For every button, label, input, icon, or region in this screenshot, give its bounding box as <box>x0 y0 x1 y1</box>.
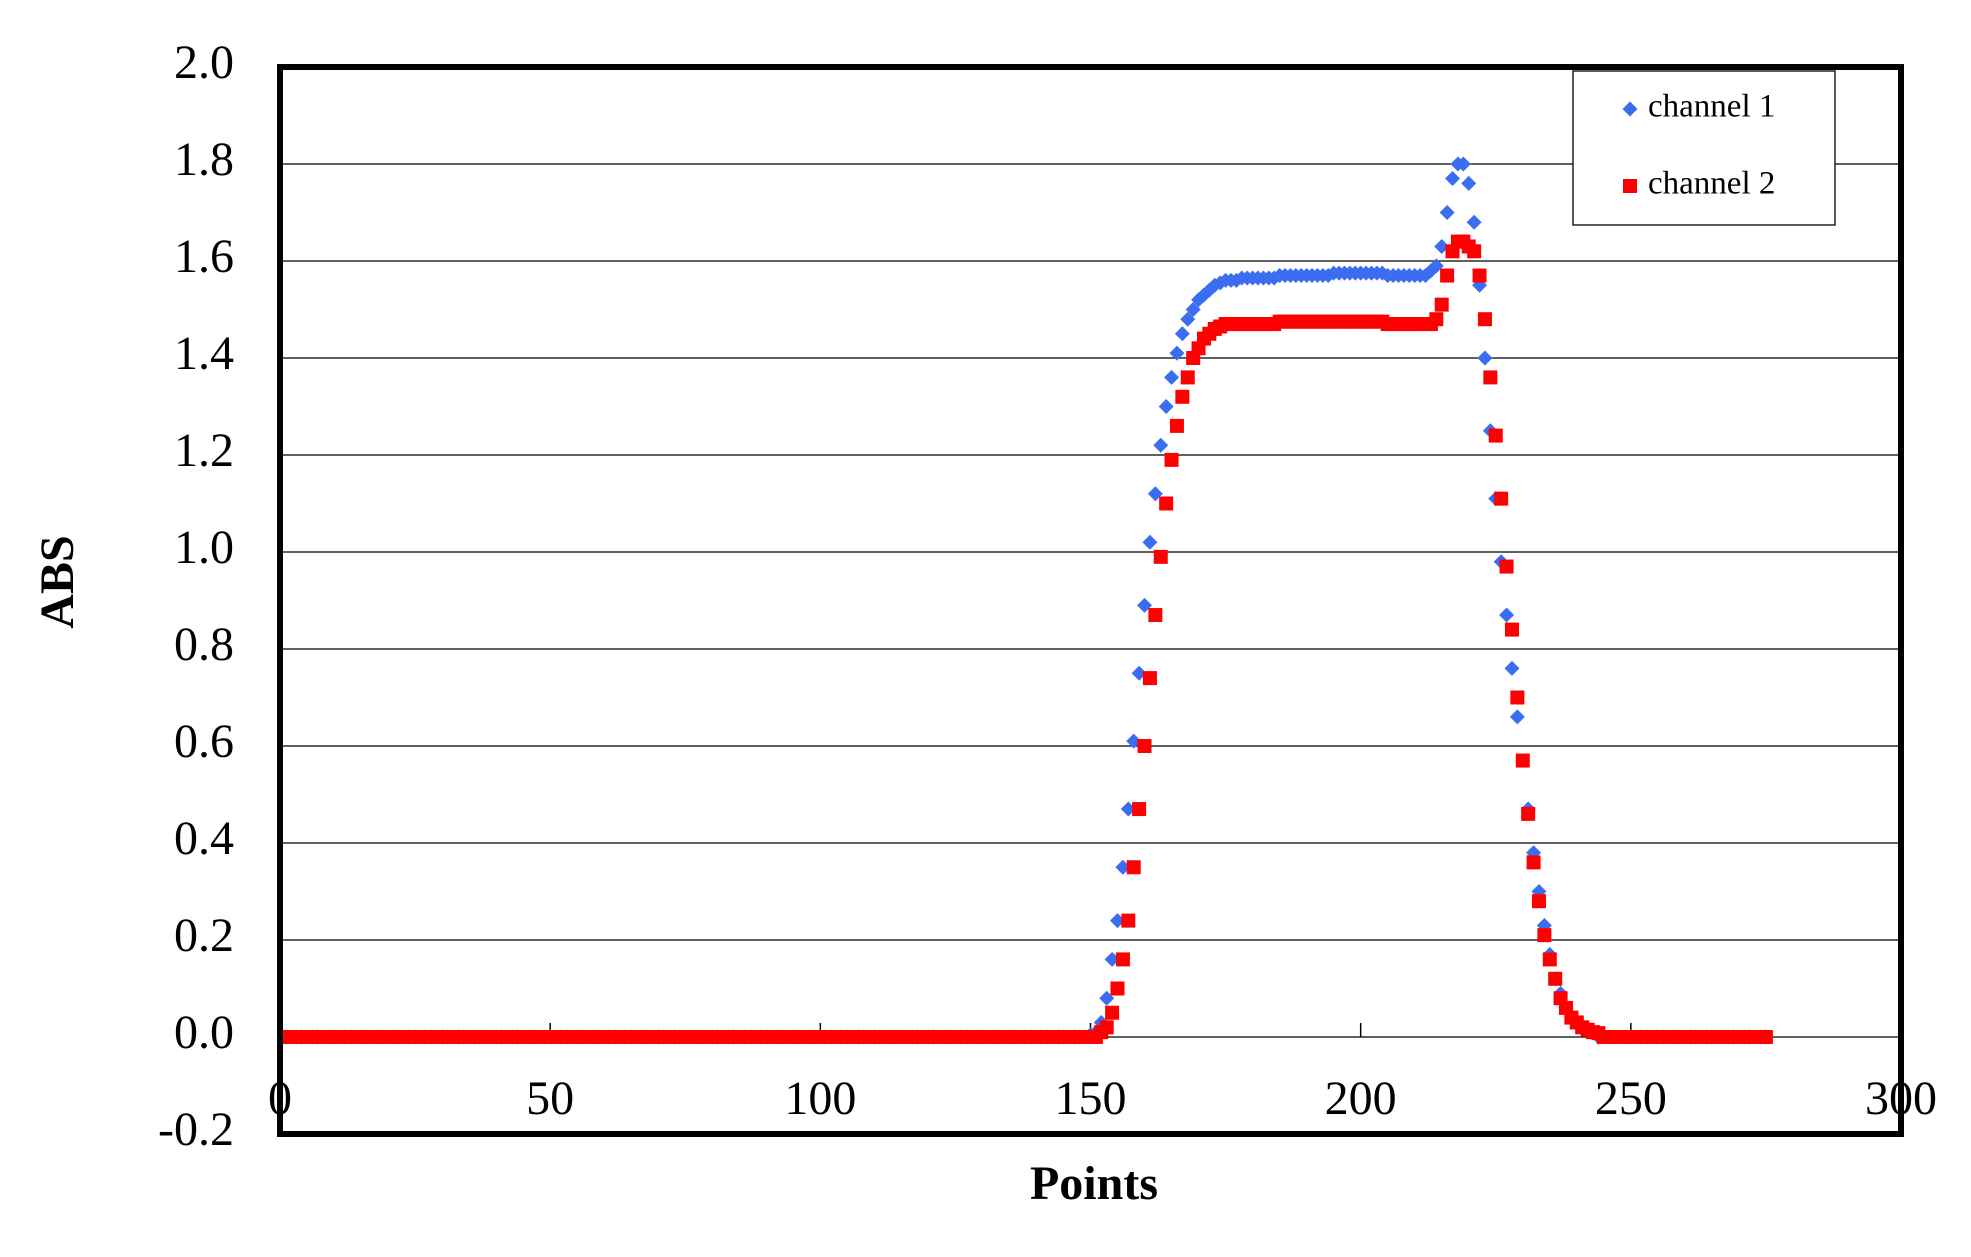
x-tick-label: 150 <box>1055 1072 1127 1125</box>
x-tick-label: 250 <box>1595 1072 1667 1125</box>
point <box>1483 370 1498 385</box>
point <box>1158 399 1174 414</box>
point <box>1515 753 1530 768</box>
legend-marker <box>1622 101 1638 117</box>
point <box>1531 894 1546 909</box>
y-tick-label: 0.2 <box>174 909 234 962</box>
point <box>1137 739 1152 753</box>
point <box>1429 312 1444 327</box>
y-tick-label: 0.6 <box>174 715 234 768</box>
point <box>1504 622 1519 637</box>
point <box>1466 214 1482 230</box>
point <box>1499 559 1514 574</box>
legend-marker <box>1623 179 1637 193</box>
point <box>1110 981 1125 996</box>
point <box>1494 491 1509 506</box>
legend-box <box>1572 70 1836 226</box>
point <box>1115 952 1130 967</box>
point <box>1509 709 1525 725</box>
point <box>1440 268 1455 283</box>
point <box>1148 608 1163 623</box>
point <box>1758 1030 1773 1044</box>
y-tick-label: 0.4 <box>174 812 234 865</box>
point <box>1467 244 1482 259</box>
point <box>1477 350 1493 366</box>
point <box>1153 437 1169 453</box>
y-tick-label: -0.2 <box>158 1103 234 1156</box>
point <box>1132 802 1147 817</box>
point <box>1137 597 1153 613</box>
y-tick-label: 1.6 <box>174 230 234 283</box>
point <box>1434 297 1449 312</box>
plot-border <box>277 64 1904 1137</box>
point <box>1169 345 1185 361</box>
point <box>1526 855 1541 870</box>
point <box>1434 238 1450 254</box>
point <box>1175 389 1190 404</box>
y-tick-label: 2.0 <box>174 36 234 89</box>
point <box>1126 860 1141 875</box>
point <box>1472 268 1487 283</box>
y-axis-label: ABS <box>31 535 84 628</box>
point <box>1461 175 1477 191</box>
point <box>1488 428 1503 443</box>
point <box>1153 549 1168 564</box>
point <box>1445 171 1461 187</box>
point <box>1542 952 1557 967</box>
point <box>1477 312 1492 327</box>
x-axis-label: Points <box>1030 1157 1158 1210</box>
y-tick-label: 1.8 <box>174 133 234 186</box>
point <box>1537 928 1552 943</box>
point <box>1099 1020 1114 1035</box>
point <box>1185 302 1201 317</box>
point <box>1428 258 1444 274</box>
point <box>1174 326 1190 342</box>
point <box>1548 971 1563 986</box>
x-tick-label: 200 <box>1325 1072 1397 1125</box>
y-tick-label: 1.4 <box>174 327 234 380</box>
point <box>1105 1005 1120 1020</box>
point <box>1131 665 1147 681</box>
point <box>1164 369 1180 385</box>
point <box>1120 801 1136 817</box>
y-tick-label: 1.2 <box>174 424 234 477</box>
point <box>1510 690 1525 705</box>
point <box>1499 607 1515 623</box>
point <box>1115 859 1131 875</box>
point <box>1110 913 1126 929</box>
point <box>1439 205 1455 220</box>
point <box>1121 913 1136 928</box>
point <box>1142 534 1158 550</box>
y-tick-label: 1.0 <box>174 521 234 574</box>
legend-label: channel 2 <box>1648 166 1775 202</box>
point <box>1180 311 1196 327</box>
y-tick-label: 0.8 <box>174 618 234 671</box>
point <box>1180 370 1195 385</box>
x-tick-label: 50 <box>526 1072 574 1125</box>
point <box>1159 496 1174 511</box>
y-tick-label: 0.0 <box>174 1006 234 1059</box>
point <box>1504 660 1520 676</box>
point <box>1126 733 1142 749</box>
point <box>1147 486 1163 502</box>
point <box>1104 951 1120 967</box>
point <box>1455 156 1471 172</box>
point <box>1521 806 1536 821</box>
point <box>1169 418 1184 433</box>
point <box>1099 990 1115 1006</box>
point <box>1142 671 1157 686</box>
legend-label: channel 1 <box>1648 89 1775 125</box>
x-tick-label: 100 <box>784 1072 856 1125</box>
point <box>1164 452 1179 467</box>
